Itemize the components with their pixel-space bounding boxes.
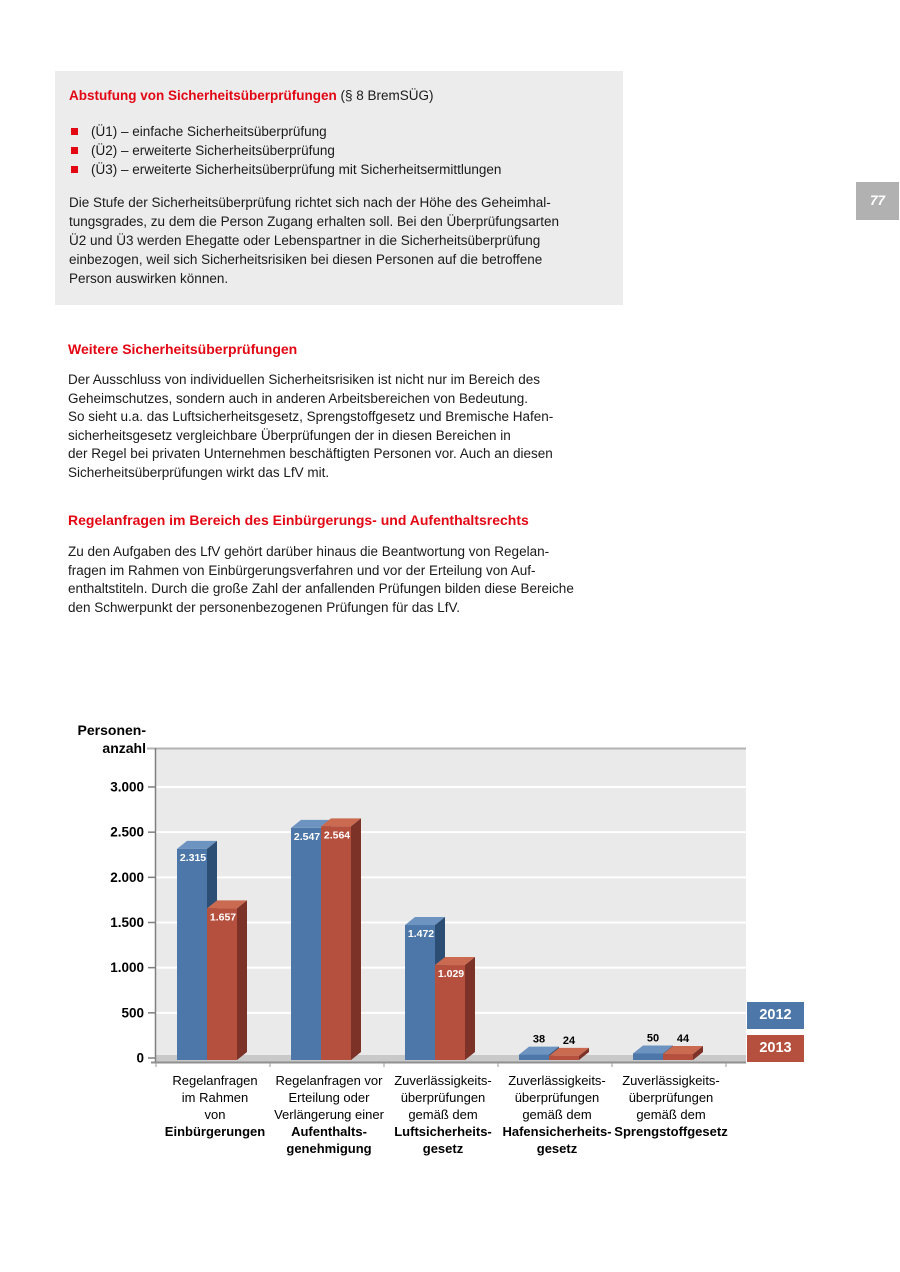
bar-value-label: 2.547 [294,831,320,843]
page-number-badge: 77 [856,182,899,220]
info-box-paragraph: Die Stufe der Sicherheitsüberprüfung ric… [69,195,560,286]
category-label-line: im Rahmen [182,1090,248,1105]
bar-value-label: 38 [533,1034,545,1046]
bar-2013-0: 1.657 [207,900,247,1060]
y-tick-label: 3.000 [110,780,144,795]
bar-value-label: 2.564 [324,829,350,841]
category-label-line: gesetz [423,1141,464,1156]
info-box: Abstufung von Sicherheitsüberprüfungen (… [55,71,623,305]
y-tick-label: 500 [121,1005,144,1020]
bar-value-label: 44 [677,1033,690,1045]
list-item-text: (Ü3) – erweiterte Sicherheitsüberprüfung… [91,162,502,177]
bar-value-label: 24 [563,1035,576,1047]
category-label-line: Sprengstoffgesetz [614,1124,728,1139]
category-label-line: Verlängerung einer [274,1107,385,1122]
legend-2012-label: 2012 [759,1007,792,1023]
list-item-text: (Ü1) – einfache Sicherheitsüberprüfung [91,124,327,139]
category-label-line: gemäß dem [522,1107,591,1122]
legend-2012: 2012 [747,1002,804,1029]
bullet-square-icon [71,128,78,135]
y-tick-label: 1.000 [110,960,144,975]
category-label-line: überprüfungen [515,1090,600,1105]
bar-2012-2: 1.472 [405,917,445,1060]
bar-2013-1: 2.564 [321,818,361,1060]
y-tick-label: 0 [136,1051,144,1066]
bar-value-label: 1.029 [438,968,464,980]
list-item-text: (Ü2) – erweiterte Sicherheitsüberprüfung [91,143,335,158]
category-label-line: Aufenthalts- [291,1124,367,1139]
section-paragraph: Der Ausschluss von individuellen Sicherh… [68,372,554,480]
bar-value-label: 2.315 [180,852,206,864]
y-tick-label: 2.500 [110,825,144,840]
list-item: (Ü2) – erweiterte Sicherheitsüberprüfung [69,141,603,160]
category-label-line: überprüfungen [629,1090,714,1105]
info-box-title-rest: (§ 8 BremSÜG) [336,88,434,103]
section-heading-regelanfragen: Regelanfragen im Bereich des Einbürgerun… [68,512,529,528]
chart-canvas: 0 500 1.000 1.500 2.000 2.500 3.000 2.315 1.657 2… [110,747,746,1156]
category-label-line: Regelanfragen vor [276,1073,384,1088]
bar-2013-3: 24 [549,1035,589,1060]
bar-value-label: 50 [647,1032,659,1044]
legend-2013-label: 2013 [759,1040,792,1056]
category-label-line: genehmigung [286,1141,371,1156]
bullet-square-icon [71,147,78,154]
category-label-line: Hafensicherheits- [502,1124,611,1139]
category-label-line: Zuverlässigkeits- [622,1073,720,1088]
category-label-line: Zuverlässigkeits- [394,1073,492,1088]
bar-value-label: 1.472 [408,928,434,940]
bar-2013-4: 44 [663,1033,703,1060]
legend-2013: 2013 [747,1035,804,1062]
category-label-line: gemäß dem [636,1107,705,1122]
y-tick-label: 1.500 [110,915,144,930]
bar-2013-2: 1.029 [435,957,475,1060]
category-label-line: von [205,1107,226,1122]
section-heading-weitere-sicherheitsueberpruefungen: Weitere Sicherheitsüberprüfungen [68,341,298,357]
category-label-line: gesetz [537,1141,578,1156]
y-tick-label: 2.000 [110,870,144,885]
category-label-line: Einbürgerungen [165,1124,265,1139]
section-paragraph: Zu den Aufgaben des LfV gehört darüber h… [68,544,574,615]
info-box-title: Abstufung von Sicherheitsüberprüfungen (… [69,86,603,105]
category-label-line: Zuverlässigkeits- [508,1073,606,1088]
bar-value-label: 1.657 [210,911,236,923]
list-item: (Ü3) – erweiterte Sicherheitsüberprüfung… [69,160,603,179]
security-check-levels-list: (Ü1) – einfache Sicherheitsüberprüfung (… [69,122,603,179]
category-label-line: Erteilung oder [289,1090,371,1105]
info-box-title-red: Abstufung von Sicherheitsüberprüfungen [69,88,337,103]
bar-chart: Personen- anzahl 0 500 1.000 1.500 2.000 2.50… [0,715,900,1205]
y-axis-title: Personen- anzahl [77,722,146,756]
category-label-line: überprüfungen [401,1090,486,1105]
list-item: (Ü1) – einfache Sicherheitsüberprüfung [69,122,603,141]
category-label-line: gemäß dem [408,1107,477,1122]
category-label-line: Regelanfragen [172,1073,257,1088]
category-label-line: Luftsicherheits- [394,1124,492,1139]
bullet-square-icon [71,166,78,173]
